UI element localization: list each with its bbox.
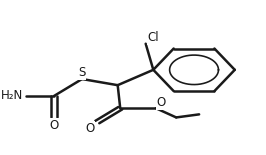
Text: O: O	[49, 119, 59, 132]
Text: H₂N: H₂N	[1, 89, 23, 102]
Text: S: S	[78, 66, 86, 79]
Text: O: O	[85, 122, 94, 135]
Text: Cl: Cl	[148, 31, 159, 44]
Text: O: O	[156, 96, 165, 109]
